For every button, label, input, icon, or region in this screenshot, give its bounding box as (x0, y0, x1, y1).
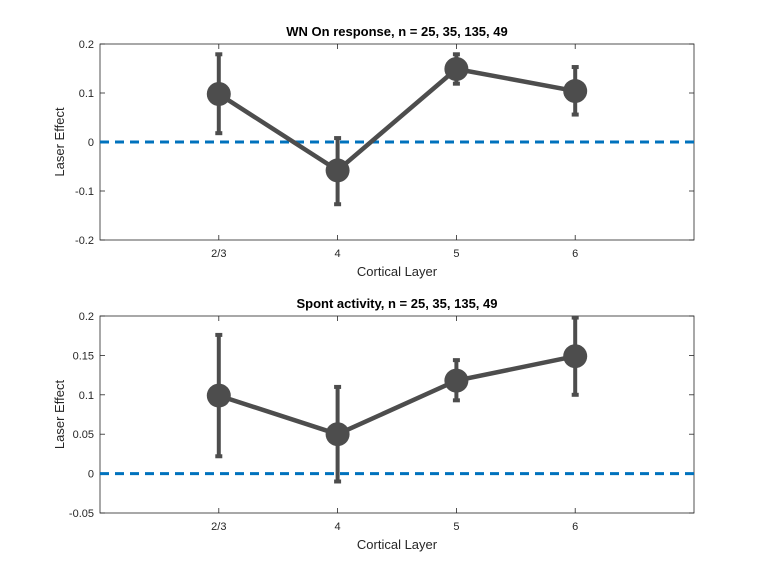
y-tick-label: -0.1 (75, 186, 94, 198)
x-tick-label: 2/3 (211, 521, 226, 533)
chart-panel-2: Spont activity, n = 25, 35, 135, 49 -0.05… (52, 296, 695, 552)
y-tick-label: 0.2 (79, 39, 94, 51)
chart-panel-1: WN On response, n = 25, 35, 135, 49 -0.2 -… (52, 24, 695, 279)
x-tick-label: 5 (453, 248, 459, 260)
x-tick-label: 2/3 (211, 248, 226, 260)
axes-box (99, 315, 695, 514)
chart-title: WN On response, n = 25, 35, 135, 49 (286, 24, 507, 39)
data-point (325, 422, 350, 447)
y-tick-label: 0.05 (73, 429, 94, 441)
y-tick-label: 0.15 (73, 350, 94, 362)
y-axis-label: Laser Effect (52, 380, 67, 450)
data-point (563, 344, 588, 369)
y-tick-label: 0.1 (79, 390, 94, 402)
series-line (218, 353, 576, 437)
y-tick-label: 0.2 (79, 311, 94, 323)
y-tick-label: 0 (88, 469, 94, 481)
series-line (217, 66, 576, 173)
x-axis-label: Cortical Layer (357, 264, 438, 279)
data-point (206, 81, 231, 106)
x-tick-label: 4 (335, 521, 341, 533)
y-tick-label: 0.1 (79, 88, 94, 100)
x-tick-label: 4 (335, 248, 341, 260)
chart-title: Spont activity, n = 25, 35, 135, 49 (297, 296, 498, 311)
y-tick-label: -0.2 (75, 235, 94, 247)
data-point (444, 368, 469, 393)
data-point (206, 383, 231, 408)
x-tick-label: 5 (453, 521, 459, 533)
data-point (325, 158, 350, 183)
x-tick-label: 6 (572, 248, 578, 260)
x-axis-label: Cortical Layer (357, 537, 438, 552)
y-axis-label: Laser Effect (52, 107, 67, 177)
data-point (563, 79, 588, 104)
y-tick-label: -0.05 (69, 508, 94, 520)
x-tick-label: 6 (572, 521, 578, 533)
y-tick-label: 0 (88, 137, 94, 149)
data-point (444, 56, 469, 81)
